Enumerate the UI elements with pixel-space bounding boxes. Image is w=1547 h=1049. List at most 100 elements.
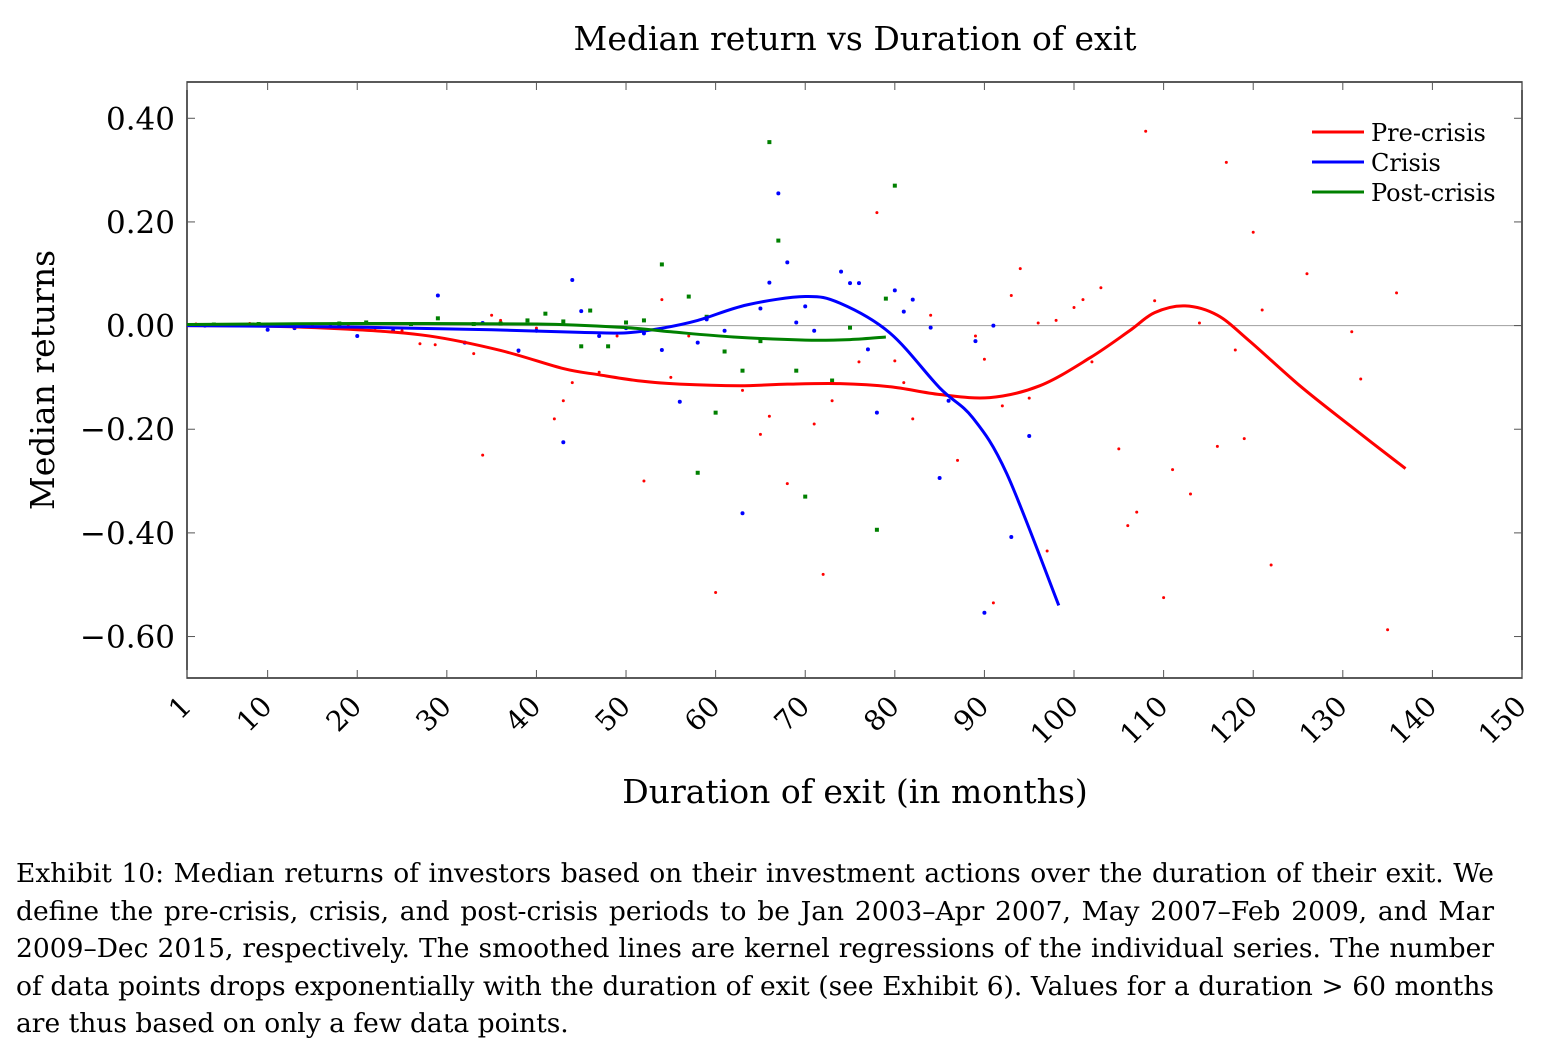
data-point	[848, 325, 853, 330]
data-point	[937, 475, 942, 480]
data-point	[1036, 321, 1040, 325]
data-point	[1045, 549, 1049, 553]
data-point	[687, 334, 691, 338]
y-tick-label: 0.40	[106, 101, 175, 137]
data-point	[839, 269, 844, 274]
data-point	[803, 304, 808, 309]
x-tick-label: 10	[230, 690, 279, 739]
data-point	[857, 360, 861, 364]
data-point	[722, 328, 727, 333]
data-point	[525, 318, 530, 323]
plot-area	[186, 129, 1407, 632]
data-point	[874, 527, 879, 532]
data-point	[435, 316, 440, 321]
data-point	[758, 339, 763, 344]
data-point	[659, 262, 664, 267]
data-point	[1350, 330, 1354, 334]
data-point	[435, 293, 440, 298]
x-tick-label: 30	[409, 690, 458, 739]
data-point	[265, 327, 270, 332]
data-point	[579, 309, 584, 314]
data-point	[875, 211, 879, 215]
data-point	[794, 320, 799, 325]
data-point	[1027, 433, 1032, 438]
data-point	[677, 399, 682, 404]
x-tick-label: 110	[1113, 690, 1174, 751]
data-point	[588, 308, 593, 313]
data-point	[1009, 535, 1014, 540]
x-tick-label: 1	[162, 690, 198, 726]
data-point	[973, 334, 977, 338]
data-point	[1269, 563, 1273, 567]
data-point	[1099, 286, 1103, 290]
data-point	[561, 319, 566, 324]
smoothed-line-crisis	[186, 295, 1061, 606]
data-point	[892, 183, 897, 188]
data-point	[956, 458, 960, 462]
data-point	[615, 334, 619, 338]
data-point	[1359, 377, 1363, 381]
plot-frame	[186, 81, 1523, 679]
data-point	[597, 370, 601, 374]
data-point	[579, 344, 584, 349]
data-point	[1153, 299, 1157, 303]
data-point	[982, 357, 986, 361]
y-tick-label: −0.40	[80, 516, 175, 552]
data-point	[695, 470, 700, 475]
data-point	[1224, 160, 1228, 164]
data-point	[767, 414, 771, 418]
data-point	[785, 260, 790, 265]
data-point	[490, 313, 494, 317]
data-point	[865, 347, 870, 352]
data-point	[946, 398, 951, 403]
data-point	[570, 381, 574, 385]
chart: Median return vs Duration of exit 1 10 20 3…	[23, 19, 1533, 811]
legend-label: Post-crisis	[1371, 179, 1496, 207]
data-point	[741, 388, 745, 392]
data-point	[991, 323, 996, 328]
data-point	[1305, 272, 1309, 276]
data-point	[874, 410, 879, 415]
data-point	[1251, 230, 1255, 234]
x-tick-label: 80	[857, 690, 906, 739]
data-point	[1009, 294, 1013, 298]
data-point	[1171, 468, 1175, 472]
data-point	[740, 368, 745, 373]
data-point	[1144, 129, 1148, 133]
data-point	[695, 340, 700, 345]
data-point	[1000, 404, 1004, 408]
x-tick-label: 60	[678, 690, 727, 739]
data-point	[767, 280, 772, 285]
series-pre-crisis	[194, 129, 1399, 632]
data-point	[812, 328, 817, 333]
data-point	[561, 399, 565, 403]
data-point	[481, 453, 485, 457]
data-point	[642, 479, 646, 483]
data-point	[911, 417, 915, 421]
legend-label: Crisis	[1371, 149, 1441, 177]
y-tick-label: 0.00	[106, 309, 175, 345]
y-axis-label: Median returns	[23, 250, 62, 510]
data-point	[785, 482, 789, 486]
series-crisis	[202, 191, 1032, 615]
x-axis-label: Duration of exit (in months)	[622, 772, 1088, 811]
data-point	[776, 238, 781, 243]
data-point	[1197, 321, 1201, 325]
data-point	[1215, 444, 1219, 448]
data-point	[767, 140, 772, 145]
smoothed-line-post-crisis	[186, 321, 886, 342]
x-tick-label: 90	[947, 690, 996, 739]
data-point	[561, 440, 566, 445]
data-point	[1117, 447, 1121, 451]
data-point	[499, 318, 503, 322]
data-point	[1081, 298, 1085, 302]
data-point	[1233, 348, 1237, 352]
smoothed-line-pre-crisis	[186, 304, 1407, 470]
data-point	[714, 590, 718, 594]
data-point	[973, 339, 978, 344]
data-point	[713, 410, 718, 415]
data-point	[641, 318, 646, 323]
data-point	[597, 333, 602, 338]
data-point	[543, 311, 548, 316]
